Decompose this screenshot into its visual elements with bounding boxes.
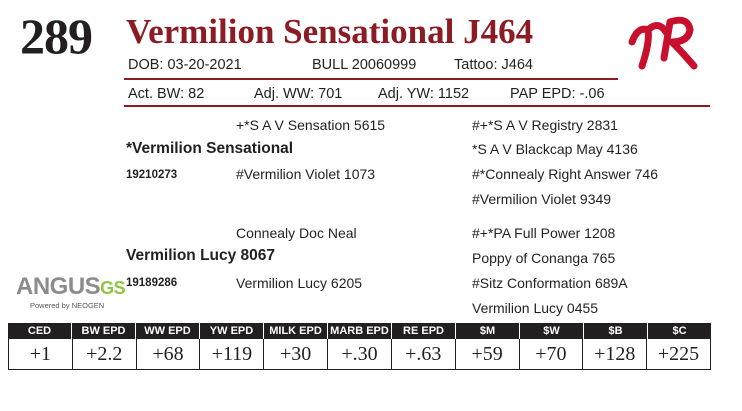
gs-wordmark: GS [100,278,126,298]
pap-epd: PAP EPD: -.06 [510,86,605,102]
epd-value-bw: +2.2 [73,339,137,369]
epd-header-re: RE EPD [392,323,456,339]
tattoo: Tattoo: J464 [454,57,533,73]
dam-sire-sire: #+*PA Full Power 1208 [472,225,616,241]
dam-sire: Connealy Doc Neal [236,225,357,241]
animal-name: Vermilion Sensational J464 [126,12,534,51]
epd-value-marb: +.30 [328,339,392,369]
epd-value-row: +1 +2.2 +68 +119 +30 +.30 +.63 +59 +70 +… [8,339,711,370]
adjusted-yearling-weight: Adj. YW: 1152 [378,86,470,102]
sire-sire-sire: #+*S A V Registry 2831 [472,117,618,133]
epd-value-ced: +1 [9,339,73,369]
neogen-tagline: Powered by NEOGEN [30,301,105,310]
sire: *Vermilion Sensational [126,140,294,157]
dam-dam: Vermilion Lucy 6205 [236,275,363,291]
epd-header-ww: WW EPD [136,323,200,339]
epd-table: CED BW EPD WW EPD YW EPD MILK EPD MARB E… [8,323,711,371]
epd-header-row: CED BW EPD WW EPD YW EPD MILK EPD MARB E… [8,323,711,339]
dam-dam-dam: Vermilion Lucy 0455 [472,300,599,316]
dam: Vermilion Lucy 8067 [126,247,276,264]
ranch-brand-logo [628,16,698,70]
sire-registration: 19210273 [126,169,178,181]
lot-number: 289 [20,8,93,64]
angus-wordmark: ANGUS [16,273,101,300]
dob: DOB: 03-20-2021 [128,57,242,73]
angusgs-logo: ANGUSGS Powered by NEOGEN [16,273,126,311]
actual-birth-weight: Act. BW: 82 [128,86,205,102]
epd-value-yw: +119 [200,339,265,369]
dam-dam-sire: #Sitz Conformation 689A [472,275,628,291]
epd-header-m: $M [456,323,520,339]
epd-header-bw: BW EPD [72,323,136,339]
epd-value-re: +.63 [392,339,456,369]
sire-sire-dam: *S A V Blackcap May 4136 [472,141,638,157]
epd-value-milk: +30 [264,339,329,369]
sex-registration: BULL 20060999 [312,57,417,73]
divider-bottom [124,105,710,107]
divider-top [124,78,618,80]
epd-value-b: +128 [583,339,648,369]
sire-sire: +*S A V Sensation 5615 [236,117,386,133]
epd-header-milk: MILK EPD [264,323,328,339]
adjusted-weaning-weight: Adj. WW: 701 [254,86,343,102]
dam-registration: 19189286 [126,277,178,289]
dam-sire-dam: Poppy of Conanga 765 [472,250,616,266]
epd-header-w: $W [520,323,584,339]
epd-value-c: +225 [657,343,700,365]
epd-header-marb: MARB EPD [328,323,392,339]
epd-header-c: $C [672,325,687,337]
epd-value-m: +59 [456,339,520,369]
sire-dam-dam: #Vermilion Violet 9349 [472,191,612,207]
sire-dam: #Vermilion Violet 1073 [236,166,376,182]
epd-value-w: +70 [520,339,584,369]
epd-value-ww: +68 [137,339,201,369]
epd-header-b: $B [584,323,648,339]
epd-header-ced: CED [8,323,72,339]
epd-header-yw: YW EPD [200,323,264,339]
sire-dam-sire: #*Connealy Right Answer 746 [472,166,659,182]
